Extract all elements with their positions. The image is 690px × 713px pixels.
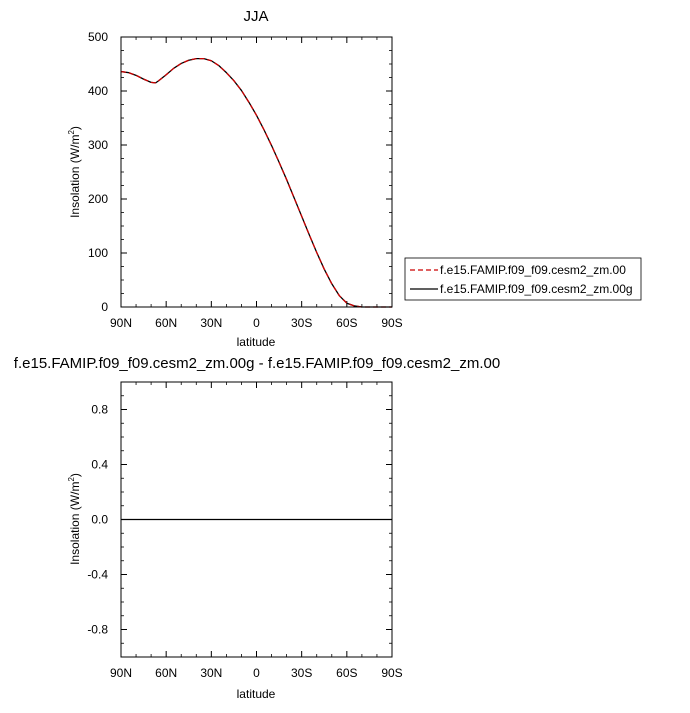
bottom-ytick-label: 0.0 xyxy=(91,513,108,527)
top-ytick-label: 0 xyxy=(101,300,108,314)
top-panel-series xyxy=(120,57,392,308)
top-panel-ylabel: Insolation (W/m2) xyxy=(67,126,82,218)
top-series-line-2 xyxy=(120,57,392,308)
bottom-xtick-label: 30N xyxy=(200,666,222,680)
top-xtick-label: 90N xyxy=(110,316,132,330)
top-panel-xlabel: latitude xyxy=(237,335,276,349)
bottom-panel-title: f.e15.FAMIP.f09_f09.cesm2_zm.00g - f.e15… xyxy=(14,355,500,372)
bottom-xtick-label: 60S xyxy=(336,666,357,680)
top-panel-tick-labels: 90N 60N 30N 0 30S 60S 90S 0 100 200 300 400 500 xyxy=(88,30,403,330)
top-xtick-label: 60N xyxy=(155,316,177,330)
bottom-ytick-label: 0.4 xyxy=(91,458,108,472)
top-ytick-label: 400 xyxy=(88,84,108,98)
bottom-ytick-label: -0.4 xyxy=(87,568,108,582)
bottom-panel-frame xyxy=(120,381,393,658)
bottom-xtick-label: 60N xyxy=(155,666,177,680)
top-series-line-1 xyxy=(120,57,392,308)
bottom-panel-ylabel: Insolation (W/m2) xyxy=(67,473,82,565)
legend-label-series-1: f.e15.FAMIP.f09_f09.cesm2_zm.00 xyxy=(440,263,626,277)
top-panel-ticks xyxy=(120,36,393,308)
top-ytick-label: 300 xyxy=(88,138,108,152)
bottom-xtick-label: 0 xyxy=(253,666,260,680)
legend-label-series-2: f.e15.FAMIP.f09_f09.cesm2_zm.00g xyxy=(440,282,633,296)
top-panel-title: JJA xyxy=(243,8,268,25)
top-panel: JJA 90N 60N 30N 0 30S 60S 90S0100200300400500 … xyxy=(67,8,403,349)
bottom-panel-xlabel: latitude xyxy=(237,687,276,701)
bottom-ytick-label: 0.8 xyxy=(91,403,108,417)
top-ytick-label: 100 xyxy=(88,246,108,260)
top-xtick-label: 0 xyxy=(253,316,260,330)
bottom-ytick-label: -0.8 xyxy=(87,623,108,637)
top-xtick-label: 30S xyxy=(291,316,312,330)
top-xtick-label: 30N xyxy=(200,316,222,330)
top-ytick-label: 500 xyxy=(88,30,108,44)
top-xtick-label: 60S xyxy=(336,316,357,330)
legend-box xyxy=(404,257,642,301)
bottom-xtick-label: 90N xyxy=(110,666,132,680)
bottom-panel-tick-labels: 90N 60N 30N 0 30S 60S 90S -0.8 -0.4 0.0 0.4 0.8 xyxy=(87,403,402,681)
bottom-panel: f.e15.FAMIP.f09_f09.cesm2_zm.00g - f.e15… xyxy=(14,355,500,701)
bottom-xtick-label: 90S xyxy=(381,666,402,680)
top-panel-frame xyxy=(120,36,393,308)
legend: f.e15.FAMIP.f09_f09.cesm2_zm.00 f.e15.FA… xyxy=(404,257,642,301)
top-xtick-label: 90S xyxy=(381,316,402,330)
bottom-xtick-label: 30S xyxy=(291,666,312,680)
top-ytick-label: 200 xyxy=(88,192,108,206)
